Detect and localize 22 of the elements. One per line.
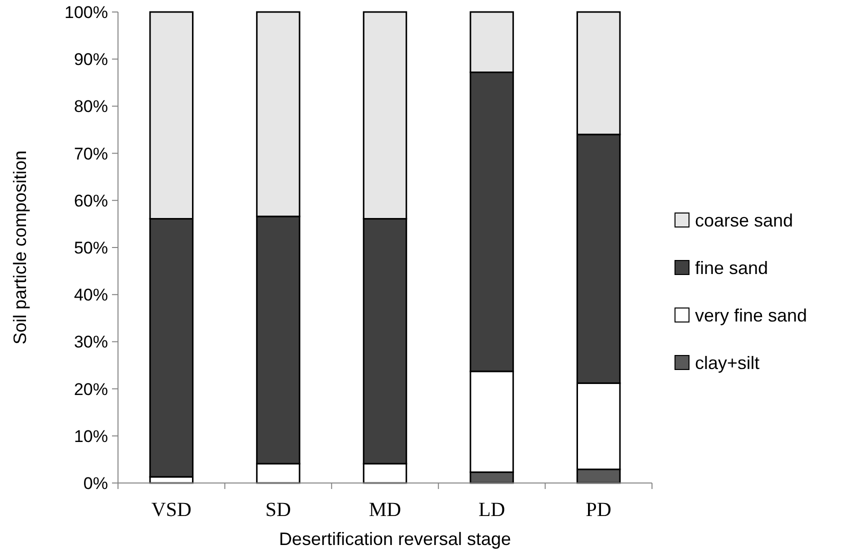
y-tick-label: 100% <box>64 2 108 22</box>
x-tick-label: LD <box>478 499 506 521</box>
y-tick-label: 80% <box>74 97 108 116</box>
y-tick-label: 20% <box>74 380 108 399</box>
y-tick-label: 60% <box>74 191 108 210</box>
x-tick-label: VSD <box>151 499 192 521</box>
y-axis-title: Soil particle composition <box>10 150 30 345</box>
y-tick-label: 40% <box>74 286 108 305</box>
y-tick-label: 30% <box>74 332 108 352</box>
legend-label: coarse sand <box>695 210 794 230</box>
x-axis-title: Desertification reversal stage <box>278 529 512 549</box>
x-tick-label: SD <box>265 499 291 521</box>
legend-label: fine sand <box>695 258 768 278</box>
y-tick-label: 10% <box>74 426 108 446</box>
y-tick-label: 70% <box>74 144 108 164</box>
legend-label: very fine sand <box>695 305 808 326</box>
x-tick-label: MD <box>368 499 402 521</box>
y-tick-label: 90% <box>74 50 108 70</box>
legend-label: clay+silt <box>695 352 760 373</box>
y-tick-label: 50% <box>74 238 108 258</box>
x-tick-label: PD <box>586 499 612 521</box>
y-tick-label: 0% <box>83 474 108 493</box>
